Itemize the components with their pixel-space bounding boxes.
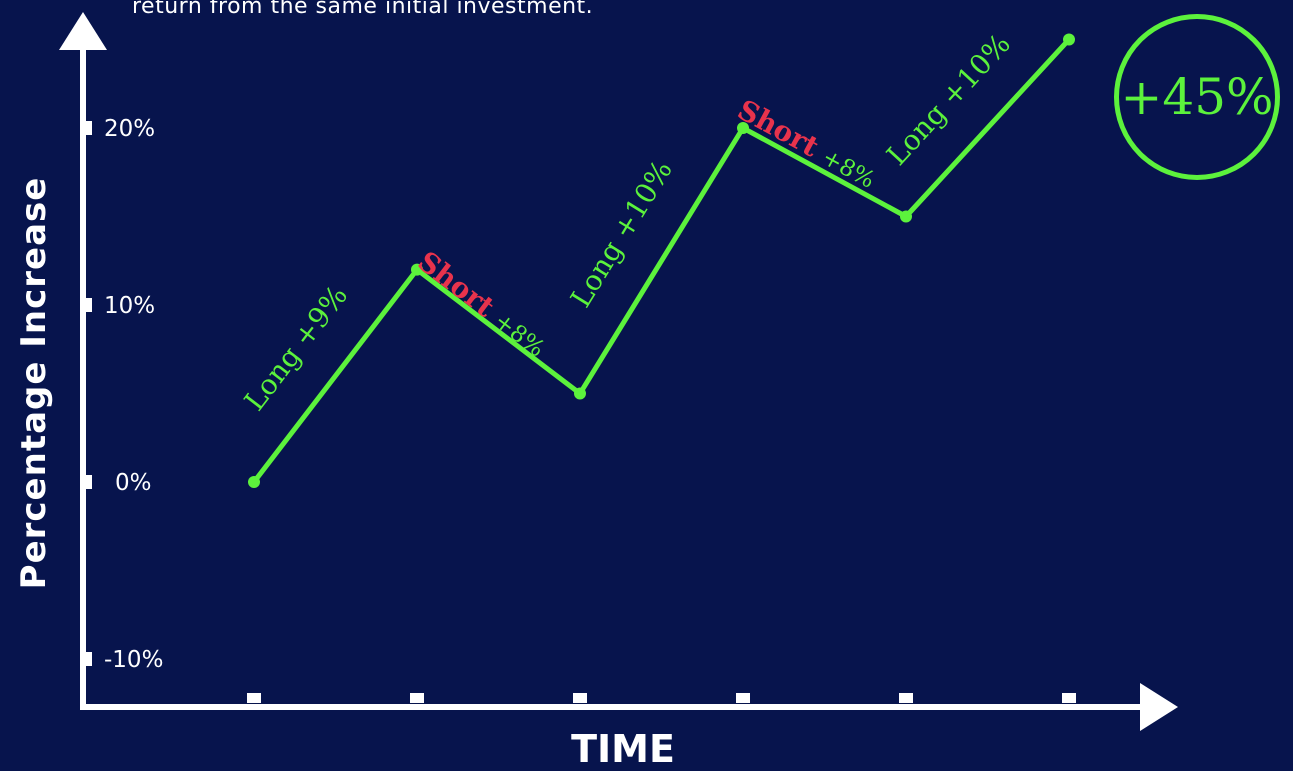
y-tick-label: 0% [115, 470, 152, 496]
y-tick [83, 475, 92, 489]
segment-label: Long +9% [238, 279, 354, 417]
segment-side-label: Short [412, 245, 509, 330]
data-point [411, 263, 423, 276]
y-tick-label: -10% [104, 647, 163, 673]
data-point [1063, 33, 1075, 46]
total-return-badge: +45% [1114, 14, 1280, 180]
y-tick [83, 298, 92, 312]
x-tick [410, 693, 424, 703]
caption-text: return from the same initial investment. [132, 0, 594, 19]
series-line [252, 37, 1071, 484]
segment-change-label: +9% [287, 279, 355, 353]
data-point [574, 387, 586, 400]
data-point [900, 210, 912, 223]
data-point [248, 476, 260, 488]
segment-change-label: +10% [935, 27, 1017, 112]
y-tick [83, 121, 92, 135]
x-axis-arrow-icon [1140, 683, 1178, 731]
segment-label: Long +10% [880, 27, 1017, 171]
y-axis-label: Percentage Increase [14, 176, 54, 590]
segment-annotation: Long +10% [880, 27, 1017, 171]
segment-change-label: +8% [489, 308, 549, 362]
x-tick [736, 693, 750, 703]
segment-annotation: Short +8% [732, 93, 882, 195]
segment-label: Short +8% [732, 93, 882, 195]
x-tick [247, 693, 261, 703]
segment-annotation: Long +9% [238, 279, 354, 417]
segment-label: Long +10% [564, 154, 679, 313]
y-axis-arrow-icon [59, 12, 107, 50]
y-tick-label: 10% [104, 293, 155, 319]
x-tick [573, 693, 587, 703]
y-tick-label: 20% [104, 116, 155, 142]
data-point [737, 122, 749, 134]
segment-label: Short +8% [412, 245, 553, 364]
segment-change-label: +10% [606, 154, 679, 244]
segment-side-label: Long [564, 227, 634, 313]
x-tick [899, 693, 913, 703]
segment-annotation: Long +10% [564, 154, 679, 313]
y-tick [83, 652, 92, 666]
segment-annotation: Short +8% [412, 245, 553, 364]
x-tick [1062, 693, 1076, 703]
